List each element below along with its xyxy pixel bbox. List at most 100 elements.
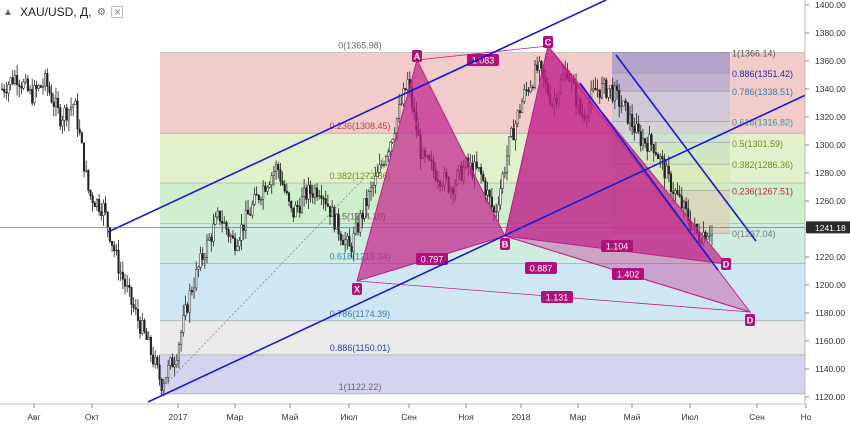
time-tick-label: Июл	[340, 412, 357, 422]
pattern-point-label: D	[747, 316, 754, 326]
candle-body	[257, 195, 260, 200]
symbol-label[interactable]: XAU/USD, Д,	[20, 5, 92, 19]
candle-body	[249, 213, 252, 216]
pattern-ratio-label: 1.104	[606, 242, 629, 252]
price-tick-label: 1140.00	[815, 364, 845, 374]
candle-body	[365, 198, 368, 206]
candle-body	[147, 337, 150, 340]
fib-level-label-right: 0.618(1316.82)	[732, 117, 793, 127]
candle-body	[518, 110, 521, 113]
candle-body	[281, 180, 284, 185]
candle-body	[620, 105, 623, 108]
candle-body	[665, 165, 668, 179]
candle-body	[372, 184, 375, 188]
candle-body	[637, 123, 640, 132]
pattern-ratio-box	[601, 240, 633, 252]
fib-level-label: 0.886(1150.01)	[330, 343, 390, 353]
time-tick-label: 2017	[169, 412, 188, 422]
pattern-ratio-box	[525, 262, 557, 274]
candle-body	[238, 240, 241, 247]
candle-body	[527, 89, 530, 92]
candle-body	[682, 201, 685, 209]
candle-body	[85, 169, 88, 172]
collapse-icon[interactable]: ▲	[3, 6, 13, 18]
trendline-down-2	[615, 54, 757, 242]
close-icon[interactable]: ✕	[111, 6, 124, 18]
candle-body	[369, 187, 373, 192]
candle-body	[95, 199, 99, 208]
candle-body	[164, 377, 168, 384]
candle-body	[656, 154, 660, 159]
trendline-lower-channel	[147, 91, 813, 403]
candle-body	[169, 357, 172, 366]
candle-body	[193, 287, 196, 293]
candle-body	[93, 202, 96, 208]
fib-level-label-right: 0.886(1351.42)	[732, 69, 793, 79]
gear-icon[interactable]: ⚙	[97, 6, 106, 18]
candle-body	[710, 227, 714, 236]
candle-body	[499, 188, 502, 206]
candle-body	[167, 364, 170, 378]
candle-body	[352, 233, 355, 253]
candle-body	[669, 173, 673, 193]
pattern-ratio-label: 1.083	[472, 56, 495, 66]
pattern-point-c	[543, 36, 553, 48]
candle-body	[531, 86, 534, 89]
fib-zone-right	[612, 142, 730, 165]
candle-body	[126, 284, 129, 287]
candle-body	[160, 379, 163, 391]
candle-body	[605, 79, 608, 98]
candle-body	[208, 237, 211, 241]
candle-body	[182, 314, 185, 333]
candle-body	[324, 198, 327, 205]
candle-body	[514, 123, 517, 141]
candle-body	[50, 92, 53, 103]
candle-body	[639, 131, 642, 146]
candle-body	[641, 138, 644, 146]
fib-level-label-right: 1(1366.14)	[732, 48, 776, 58]
pattern-point-x	[352, 283, 362, 295]
candle-body	[78, 128, 81, 134]
candle-body	[54, 97, 58, 107]
candle-body	[143, 319, 146, 332]
pattern-line-ac	[416, 45, 549, 61]
time-tick-label: Мар	[227, 412, 244, 422]
candle-body	[57, 97, 60, 108]
fib-level-label-right: 0.236(1267.51)	[732, 186, 793, 196]
price-tick-label: 1300.00	[815, 140, 846, 150]
pattern-ratio-box	[467, 54, 499, 66]
candle-body	[154, 356, 157, 365]
candle-body	[31, 89, 34, 104]
current-price-badge	[806, 221, 850, 234]
candle-body	[326, 203, 329, 207]
price-tick-label: 1200.00	[815, 280, 846, 290]
candle-body	[231, 235, 234, 239]
candle-body	[354, 222, 357, 234]
time-tick-label: Май	[624, 412, 641, 422]
candle-body	[141, 319, 144, 334]
candle-body	[128, 284, 131, 288]
candle-body	[348, 236, 351, 247]
candle-body	[603, 79, 606, 84]
candle-body	[72, 104, 75, 108]
price-tick-label: 1260.00	[815, 196, 846, 206]
price-tick-label: 1400.00	[815, 0, 846, 10]
candle-body	[255, 194, 258, 196]
candle-body	[117, 249, 120, 274]
pattern-point-d	[745, 314, 755, 326]
candle-body	[316, 187, 319, 198]
time-tick-label: Сен	[401, 412, 417, 422]
candle-body	[136, 309, 140, 321]
candle-body	[300, 196, 304, 214]
candle-body	[279, 169, 282, 182]
price-tick-label: 1360.00	[815, 56, 846, 66]
time-tick-label: Мар	[570, 412, 587, 422]
candle-body	[400, 103, 403, 105]
candle-body	[508, 136, 511, 157]
candle-body	[177, 344, 181, 361]
candle-body	[285, 190, 288, 194]
chart-header: ▲ XAU/USD, Д, ⚙ ✕	[0, 0, 124, 24]
fib-level-label: 0(1365.98)	[338, 41, 382, 51]
